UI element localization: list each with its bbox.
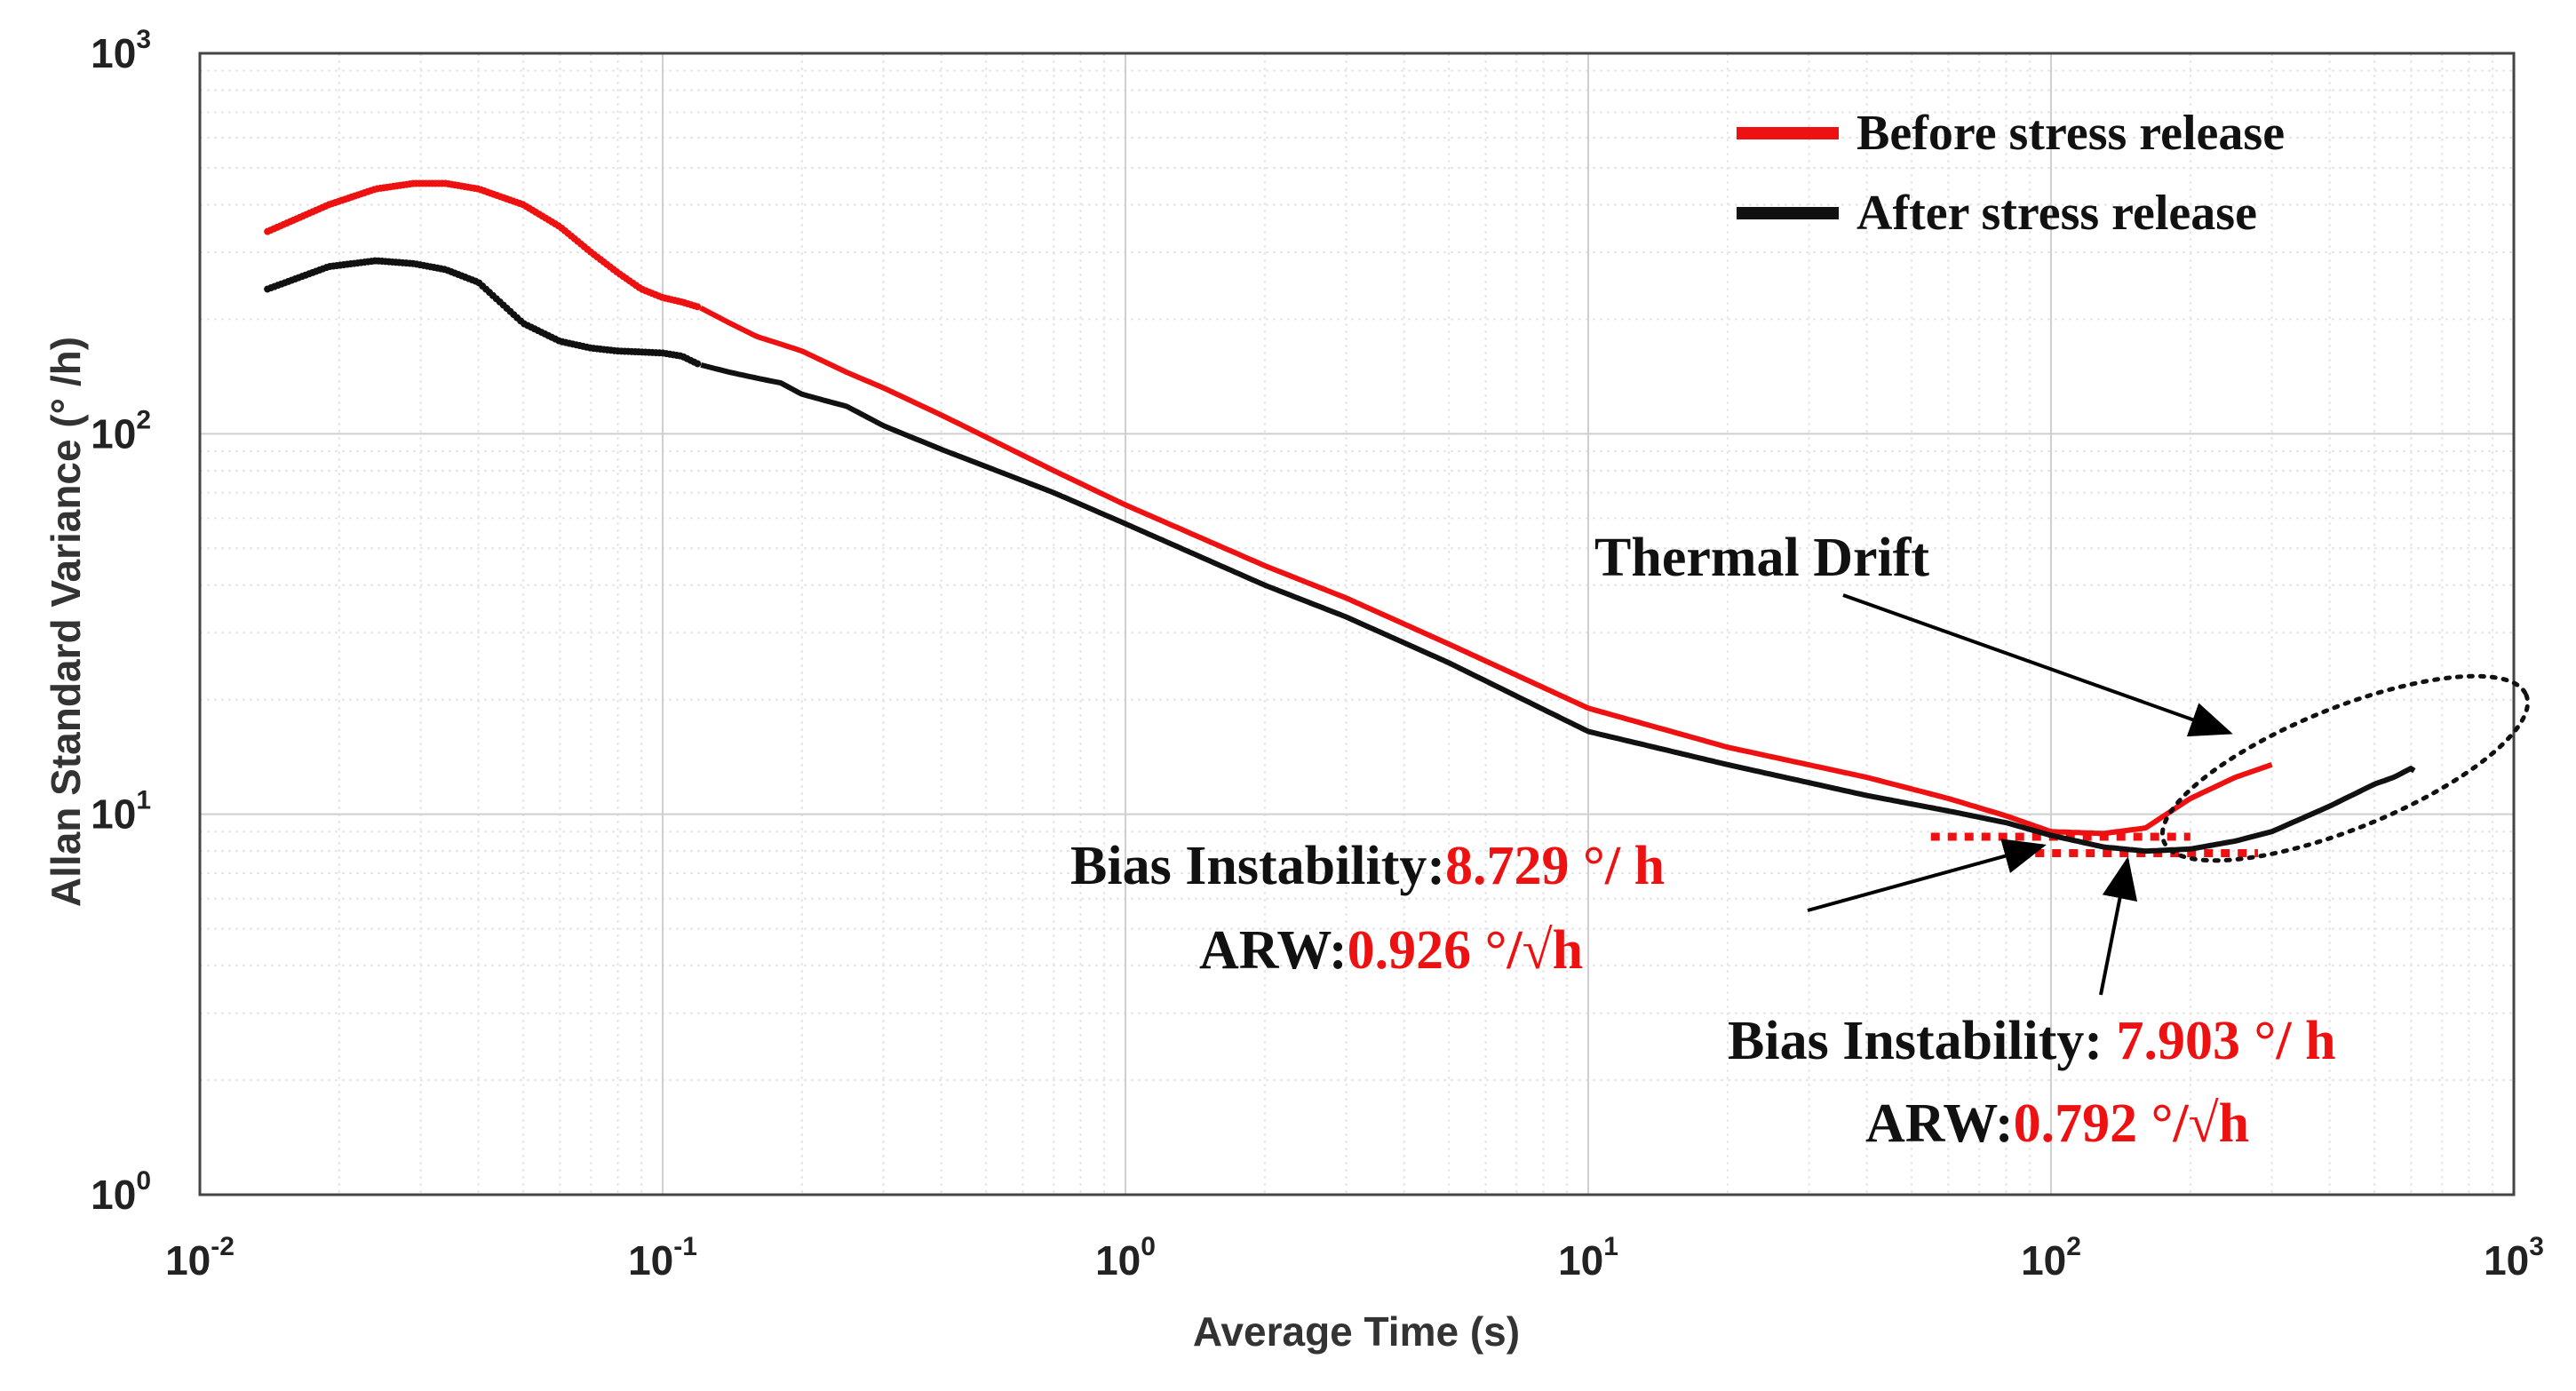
x-tick-exponent: 3 <box>2529 1232 2544 1261</box>
x-tick-base: 10 <box>165 1237 211 1284</box>
x-tick-label: 10-2 <box>165 1232 235 1284</box>
series-line <box>699 306 2273 837</box>
before-arw-value: 0.926 °/√h <box>1348 920 1584 981</box>
thermal-drift-label: Thermal Drift <box>1594 528 1929 588</box>
x-tick-exponent: 1 <box>1603 1232 1618 1261</box>
y-axis-label: Allan Standard Variance (° /h) <box>43 337 89 907</box>
y-tick-exponent: 2 <box>136 405 151 434</box>
x-tick-label: 102 <box>2021 1232 2081 1284</box>
y-tick-label: 102 <box>91 405 151 457</box>
x-tick-base: 10 <box>628 1237 673 1284</box>
legend: Before stress release After stress relea… <box>1737 106 2285 241</box>
x-tick-labels: 10-2 10-1 100 101 102 103 <box>165 1232 2544 1284</box>
after-arw-value: 0.792 °/√h <box>2014 1093 2250 1154</box>
x-tick-label: 103 <box>2484 1232 2544 1284</box>
y-tick-label: 103 <box>91 25 151 76</box>
y-tick-label: 101 <box>91 786 151 838</box>
before-bias-annotation: Bias Instability:8.729 °/ h <box>1070 836 1665 896</box>
x-axis-label: Average Time (s) <box>1193 1308 1520 1355</box>
y-tick-exponent: 3 <box>136 25 151 54</box>
x-tick-base: 10 <box>2484 1237 2529 1284</box>
y-tick-exponent: 1 <box>136 786 151 815</box>
after-bias-label: Bias Instability: <box>1728 1011 2117 1071</box>
bias-reference-lines <box>1930 832 2258 857</box>
legend-label-after: After stress release <box>1856 186 2257 241</box>
before-arw-label: ARW: <box>1199 920 1348 981</box>
x-tick-label: 100 <box>1095 1232 1156 1284</box>
series-point <box>694 360 702 368</box>
legend-label-before: Before stress release <box>1856 106 2285 161</box>
after-bias-arrow <box>2099 856 2138 996</box>
thermal-drift-ellipse <box>2159 673 2531 863</box>
x-tick-exponent: -2 <box>211 1232 235 1261</box>
minor-grid <box>200 53 2514 1195</box>
x-tick-exponent: 0 <box>1141 1232 1156 1261</box>
x-tick-base: 10 <box>1095 1237 1141 1284</box>
after-arw-label: ARW: <box>1865 1093 2014 1154</box>
after-bias-annotation: Bias Instability: 7.903 °/ h <box>1728 1011 2336 1071</box>
after-arw-annotation: ARW:0.792 °/√h <box>1865 1093 2249 1154</box>
before-bias-value: 8.729 °/ h <box>1445 836 1665 896</box>
y-tick-base: 10 <box>91 410 136 457</box>
y-tick-base: 10 <box>91 30 136 76</box>
y-tick-base: 10 <box>91 791 136 838</box>
series-point <box>694 303 702 311</box>
series-before <box>264 179 2273 837</box>
series-line <box>700 362 2416 854</box>
series-after <box>264 257 2416 854</box>
before-bias-arrow <box>1807 839 2047 912</box>
before-bias-label: Bias Instability: <box>1070 836 1445 896</box>
y-tick-label: 100 <box>91 1166 151 1218</box>
x-tick-exponent: -1 <box>673 1232 697 1261</box>
y-tick-base: 10 <box>91 1172 136 1218</box>
thermal-drift-arrow <box>1842 593 2233 737</box>
before-arw-annotation: ARW:0.926 °/√h <box>1199 920 1583 981</box>
after-bias-value: 7.903 °/ h <box>2117 1011 2336 1071</box>
x-tick-base: 10 <box>2021 1237 2066 1284</box>
x-tick-base: 10 <box>1558 1237 1603 1284</box>
x-tick-label: 101 <box>1558 1232 1618 1284</box>
series-layer <box>264 179 2416 854</box>
x-tick-label: 10-1 <box>628 1232 697 1284</box>
plot-frame <box>198 52 2516 1196</box>
y-tick-exponent: 0 <box>136 1166 151 1196</box>
x-tick-exponent: 2 <box>2066 1232 2081 1261</box>
